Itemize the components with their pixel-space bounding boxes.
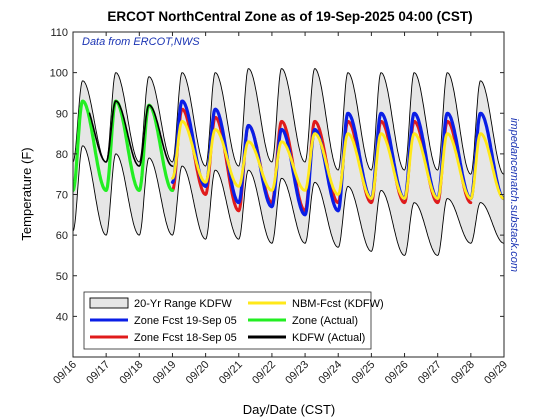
data-source-note: Data from ERCOT,NWS	[82, 36, 200, 48]
legend-swatch	[89, 297, 129, 309]
range-min-line	[73, 145, 504, 256]
kdfw-actual-line	[88, 100, 174, 167]
x-tick-label: 09/20	[184, 359, 212, 387]
x-tick-label: 09/21	[217, 359, 245, 387]
legend-label: NBM-Fcst (KDFW)	[292, 298, 384, 310]
y-tick-label: 90	[56, 108, 68, 120]
nbm-fcst-line	[171, 120, 504, 200]
x-tick-label: 09/27	[416, 359, 444, 387]
chart-title: ERCOT NorthCentral Zone as of 19-Sep-202…	[107, 9, 472, 24]
legend-label: KDFW (Actual)	[292, 332, 365, 344]
legend-label: Zone Fcst 19-Sep 05	[134, 315, 237, 327]
range-max-line	[73, 68, 504, 175]
x-tick-label: 09/29	[482, 359, 510, 387]
y-tick-label: 70	[56, 190, 68, 202]
y-tick-label: 50	[56, 271, 68, 283]
y-tick-label: 100	[50, 68, 68, 80]
x-tick-label: 09/26	[383, 359, 411, 387]
x-tick-label: 09/24	[316, 359, 344, 387]
plot-series-group	[73, 68, 504, 256]
y-tick-label: 110	[50, 27, 68, 39]
x-tick-label: 09/18	[117, 359, 145, 387]
legend: 20-Yr Range KDFW NBM-Fcst (KDFW) Zone Fcst…	[83, 291, 384, 350]
legend-label: Zone (Actual)	[292, 315, 358, 327]
x-tick-label: 09/28	[449, 359, 477, 387]
y-axis-label: Temperature (F)	[19, 147, 34, 240]
legend-box	[83, 291, 372, 350]
zone-actual-line	[73, 99, 175, 192]
x-tick-label: 09/17	[84, 359, 112, 387]
side-watermark-text: impedancematch.substack.com	[508, 118, 520, 272]
legend-label: Zone Fcst 18-Sep 05	[134, 332, 237, 344]
y-tick-label: 40	[56, 311, 68, 323]
x-tick-label: 09/25	[350, 359, 378, 387]
x-tick-label: 09/23	[283, 359, 311, 387]
x-axis-label: Day/Date (CST)	[243, 402, 335, 417]
x-tick-label: 09/22	[250, 359, 278, 387]
x-tick-label: 09/19	[151, 359, 179, 387]
x-tick-label: 09/16	[51, 359, 79, 387]
y-tick-label: 60	[56, 230, 68, 242]
y-tick-label: 80	[56, 149, 68, 161]
legend-label: 20-Yr Range KDFW	[134, 298, 232, 310]
